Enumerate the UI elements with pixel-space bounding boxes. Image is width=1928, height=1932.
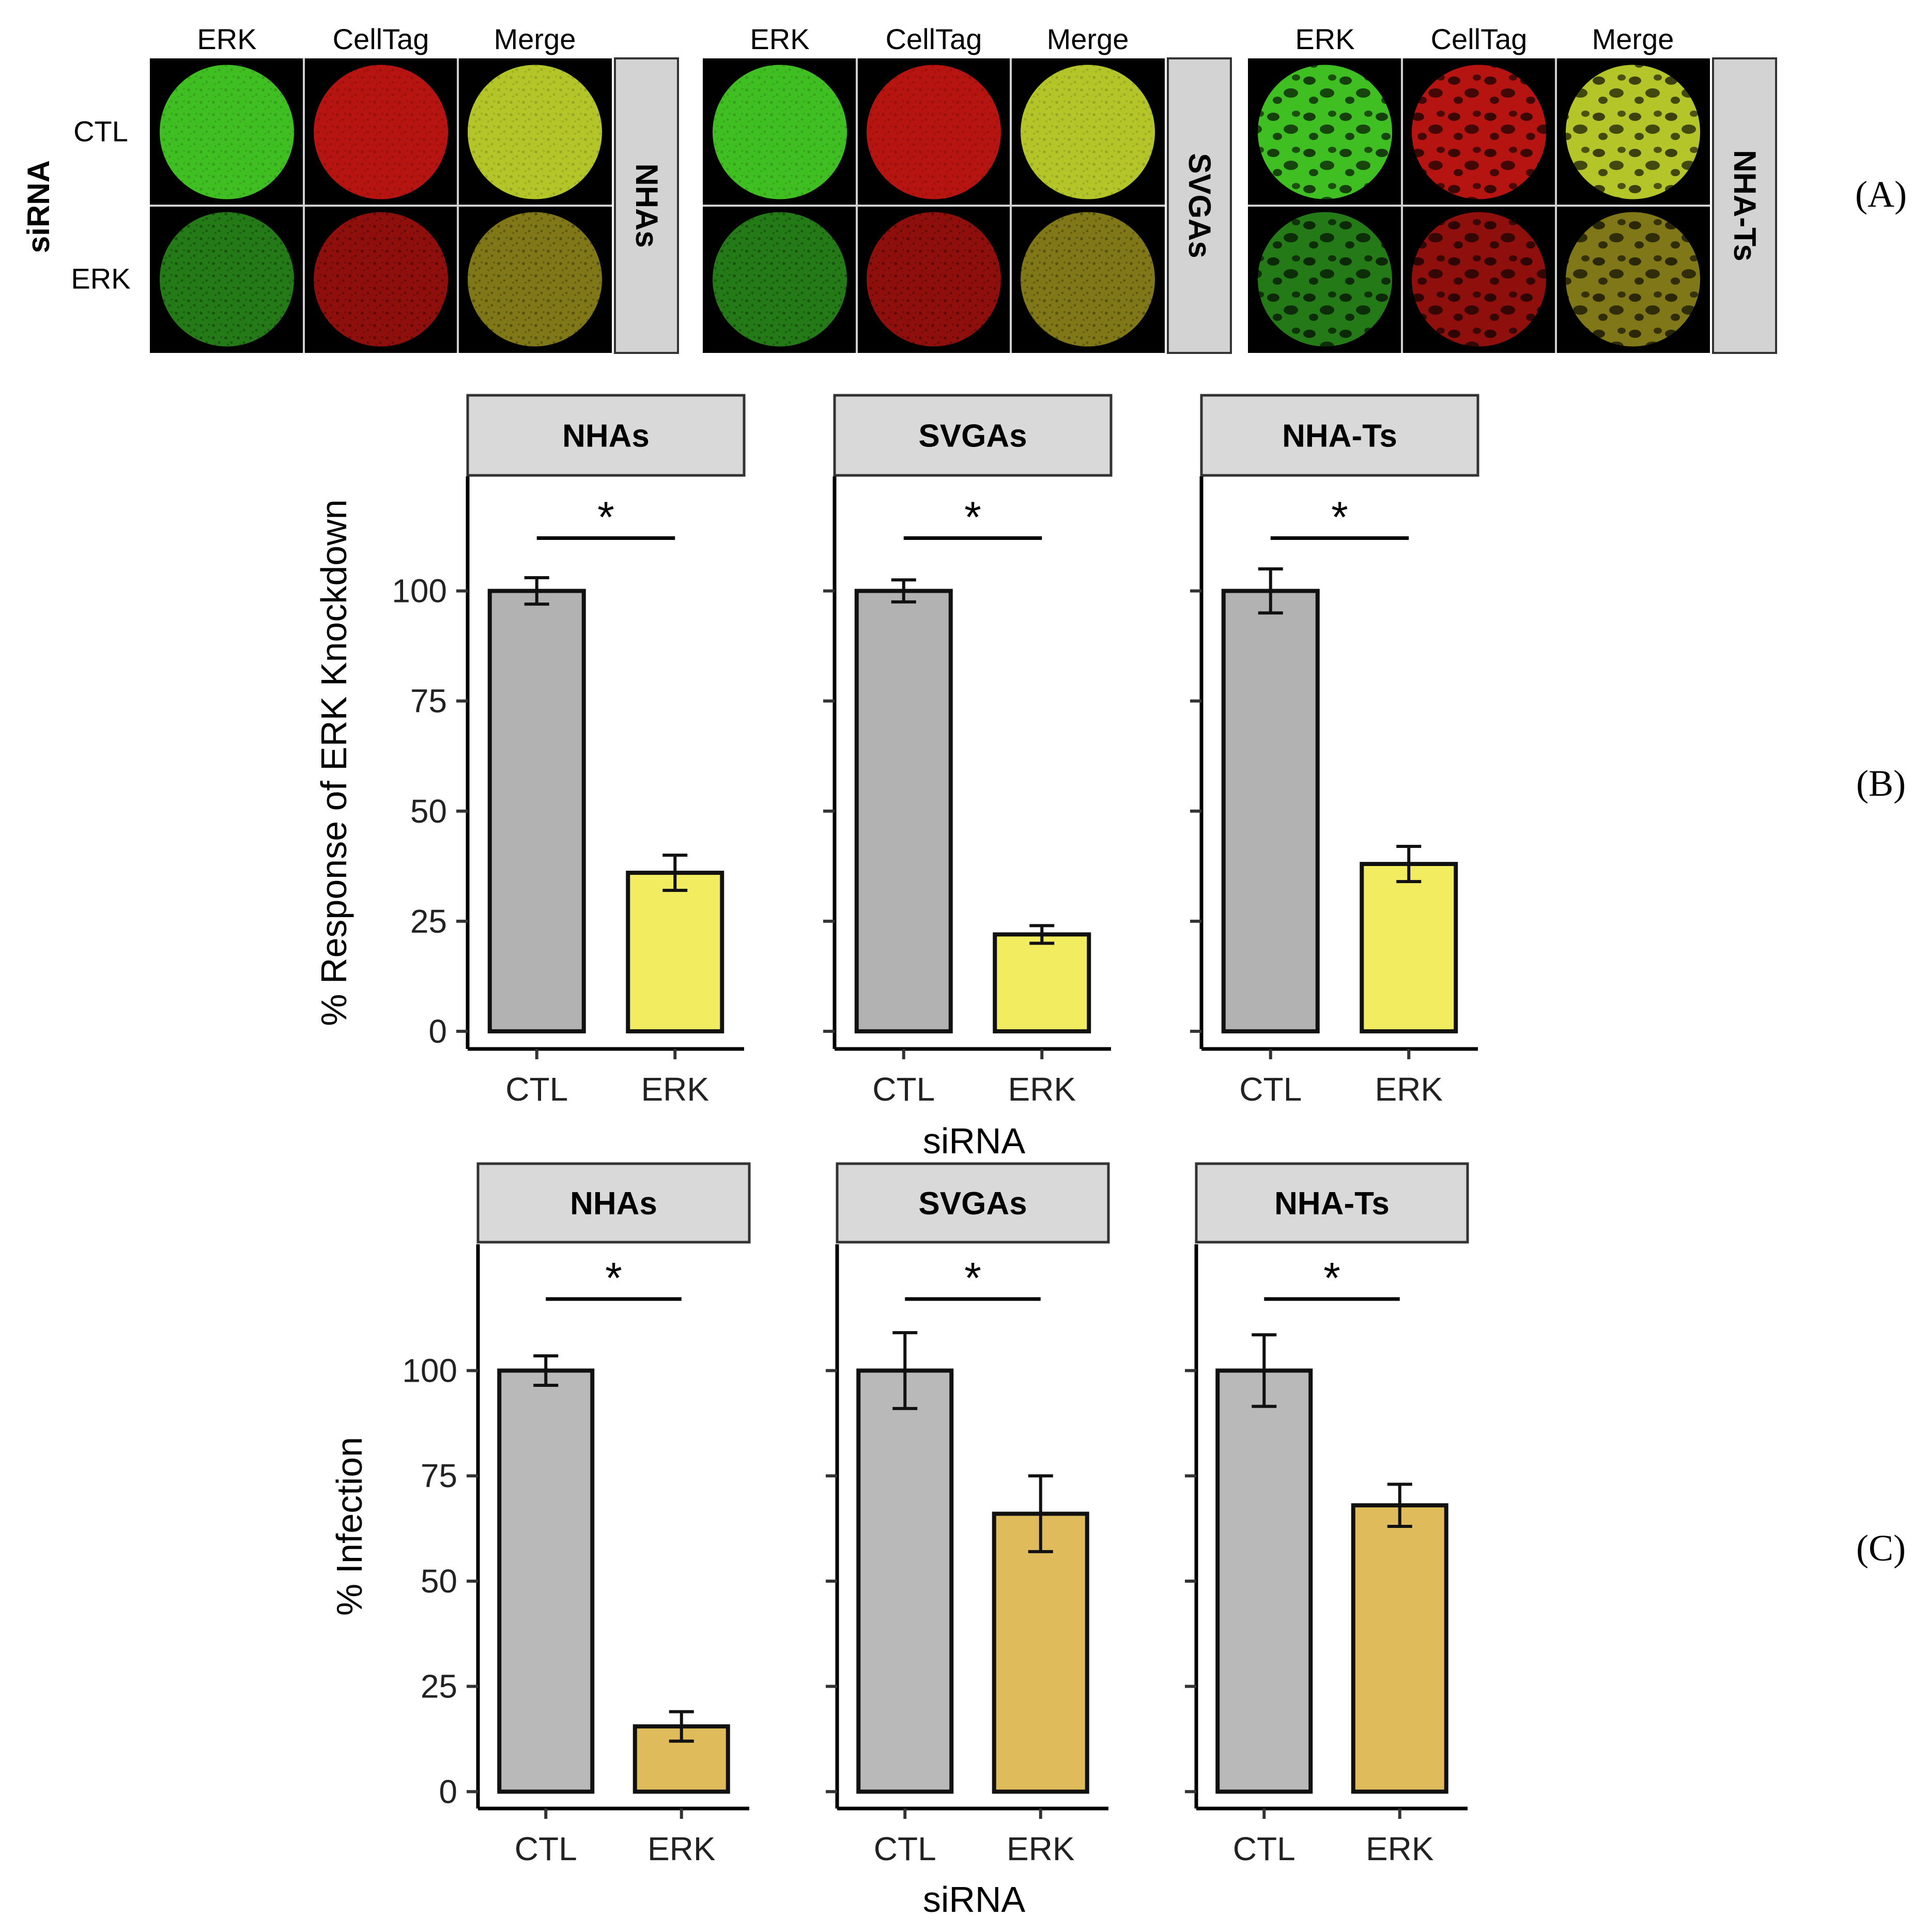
- bar-erk: [992, 1511, 1089, 1794]
- bar-ctl: [1215, 1368, 1313, 1794]
- y-tick-label: 0: [428, 1013, 447, 1050]
- bar-erk: [1351, 1503, 1448, 1794]
- row-axis-title: siRNA: [21, 160, 56, 253]
- bar-ctl: [856, 1368, 954, 1794]
- well-texture: [314, 212, 448, 347]
- facet-title-nhas: NHAs: [570, 1186, 657, 1222]
- facet-title-svgas: SVGAs: [918, 419, 1027, 454]
- facet-strip-label-svgas: SVGAs: [1182, 153, 1217, 258]
- well-texture: [468, 212, 602, 347]
- y-axis-label: % Infection: [329, 1437, 369, 1616]
- bar-ctl: [1221, 589, 1320, 1033]
- x-tick-label-ctl: CTL: [1233, 1830, 1295, 1867]
- x-tick-label-erk: ERK: [641, 1071, 709, 1108]
- significance-star: *: [1331, 492, 1348, 541]
- panel-a-microscopy: siRNA CTL ERK ERK CellTag Merge NHAs ERK CellTag…: [21, 23, 1777, 354]
- bar-ctl: [854, 589, 953, 1033]
- well-texture: [1258, 212, 1392, 347]
- row-label-ctl: CTL: [73, 115, 128, 148]
- y-tick-label: 100: [402, 1352, 457, 1389]
- significance-star: *: [605, 1254, 622, 1302]
- bar-ctl: [487, 589, 586, 1033]
- x-axis-label: siRNA: [923, 1121, 1026, 1161]
- facet-strip: [833, 394, 1113, 477]
- well-texture: [1412, 65, 1546, 199]
- panel-b-knockdown-chart: NHAs 0 25 50 75 100 CTL ERK * SVGAs CTL ERK * NHA-Ts C…: [314, 394, 1479, 1161]
- bar-erk: [1360, 862, 1458, 1033]
- facet-strip: [614, 57, 679, 354]
- facet-title-nhas: NHAs: [562, 419, 650, 454]
- x-tick-label-erk: ERK: [647, 1830, 716, 1867]
- y-tick-label: 75: [421, 1457, 457, 1494]
- facet-title-svgas: SVGAs: [918, 1186, 1027, 1222]
- y-axis-label: % Response of ERK Knockdown: [314, 499, 354, 1026]
- significance-star: *: [964, 1254, 981, 1302]
- panel-label-a: (A): [1855, 174, 1907, 215]
- facet-strip-label-nha-ts: NHA-Ts: [1728, 150, 1762, 261]
- well-texture: [314, 65, 448, 199]
- well-texture: [1412, 212, 1546, 347]
- y-tick-label: 75: [410, 683, 447, 720]
- facet-strip-label-nhas: NHAs: [629, 163, 664, 248]
- x-tick-label-ctl: CTL: [1239, 1071, 1302, 1108]
- column-label-erk: ERK: [1295, 23, 1354, 55]
- bar-ctl: [497, 1368, 595, 1794]
- y-tick-label: 0: [439, 1773, 457, 1810]
- column-label-merge: Merge: [1592, 23, 1674, 55]
- x-tick-label-ctl: CTL: [872, 1071, 935, 1108]
- column-label-erk: ERK: [197, 23, 256, 55]
- well-texture: [1021, 212, 1155, 347]
- panel-label-c: (C): [1856, 1527, 1906, 1569]
- well-texture: [1258, 65, 1392, 199]
- x-tick-label-ctl: CTL: [515, 1830, 577, 1867]
- well-texture: [160, 212, 294, 347]
- facet-strip: [836, 1162, 1110, 1244]
- facet-strip: [466, 394, 746, 477]
- x-tick-label-erk: ERK: [1008, 1071, 1076, 1108]
- facet-title-nha-ts: NHA-Ts: [1282, 419, 1397, 454]
- well-texture: [468, 65, 602, 199]
- y-tick-label: 25: [421, 1668, 457, 1705]
- column-label-celltag: CellTag: [1431, 23, 1528, 55]
- row-label-erk: ERK: [71, 262, 130, 295]
- x-tick-label-ctl: CTL: [505, 1071, 568, 1108]
- well-texture: [1566, 65, 1700, 199]
- well-texture: [713, 212, 847, 347]
- x-tick-label-erk: ERK: [1366, 1830, 1434, 1867]
- well-texture: [867, 65, 1001, 199]
- column-label-erk: ERK: [750, 23, 809, 55]
- well-texture: [867, 212, 1001, 347]
- well-texture: [1021, 65, 1155, 199]
- well-texture: [1566, 212, 1700, 347]
- facet-strip: [1167, 57, 1232, 354]
- column-label-merge: Merge: [494, 23, 576, 55]
- facet-strip: [476, 1162, 751, 1244]
- facet-strip: [1195, 1162, 1469, 1244]
- facet-strip: [1712, 57, 1777, 354]
- significance-star: *: [597, 492, 614, 541]
- well-texture: [160, 65, 294, 199]
- significance-star: *: [1323, 1254, 1340, 1302]
- x-tick-label-erk: ERK: [1375, 1071, 1443, 1108]
- column-label-celltag: CellTag: [886, 23, 982, 55]
- significance-star: *: [964, 492, 981, 541]
- x-axis-label: siRNA: [923, 1879, 1026, 1920]
- facet-title-nha-ts: NHA-Ts: [1274, 1186, 1390, 1222]
- y-tick-label: 100: [392, 573, 447, 610]
- y-tick-label: 50: [410, 793, 447, 830]
- facet-strip: [1200, 394, 1479, 477]
- column-label-celltag: CellTag: [333, 23, 429, 55]
- panel-c-infection-chart: NHAs 0 25 50 75 100 CTL ERK * SVGAs CTL ERK * NHA-Ts C…: [329, 1162, 1469, 1920]
- bar-erk: [626, 871, 724, 1033]
- bar-erk: [993, 932, 1091, 1033]
- y-tick-label: 25: [410, 903, 447, 940]
- x-tick-label-erk: ERK: [1007, 1830, 1075, 1867]
- well-texture: [713, 65, 847, 199]
- column-label-merge: Merge: [1047, 23, 1129, 55]
- panel-label-b: (B): [1856, 763, 1906, 804]
- y-tick-label: 50: [421, 1563, 457, 1600]
- x-tick-label-ctl: CTL: [874, 1830, 936, 1867]
